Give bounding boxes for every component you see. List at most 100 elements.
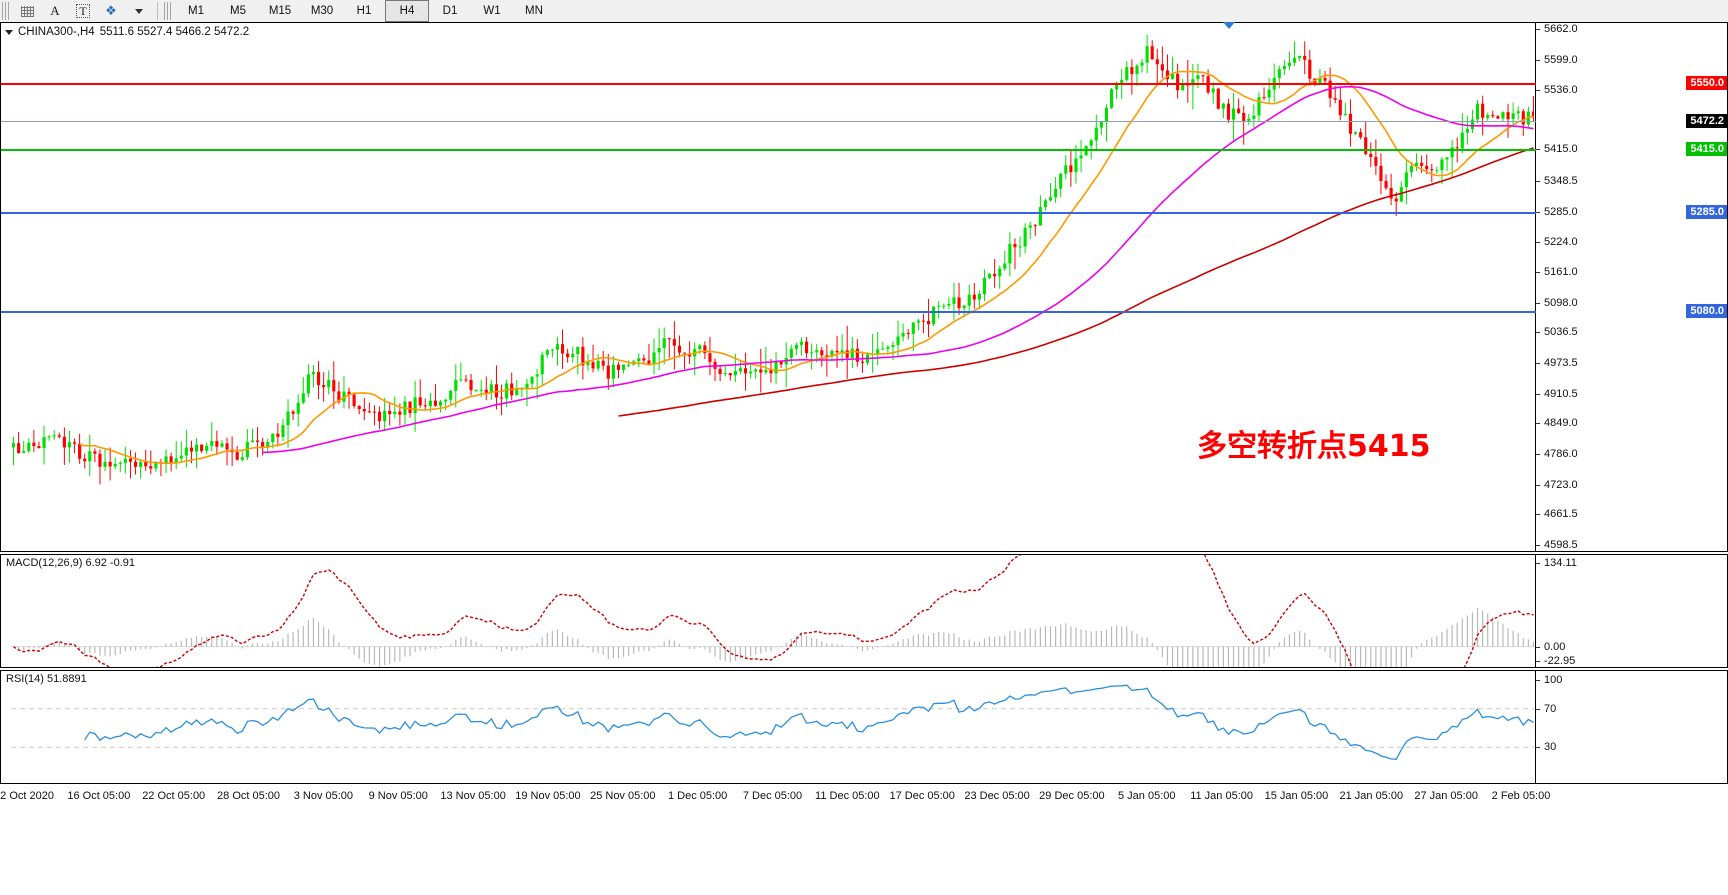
price-tick-label: 5415.0	[1544, 142, 1578, 155]
time-tick-label: 5 Jan 05:00	[1118, 790, 1176, 802]
time-tick-label: 23 Dec 05:00	[964, 790, 1030, 802]
text-box-glyph: T	[76, 4, 90, 18]
price-tick	[1536, 545, 1540, 546]
price-tick-label: 4723.0	[1544, 478, 1578, 491]
text-box-icon[interactable]: T	[69, 1, 97, 21]
rsi-series-svg	[11, 684, 1534, 760]
chart-top-marker-icon	[1223, 22, 1235, 29]
price-tick-label: 4598.5	[1544, 539, 1578, 551]
text-A-icon[interactable]: A	[41, 1, 69, 21]
price-tick	[1536, 272, 1540, 274]
timeframe-label: H1	[356, 5, 372, 17]
price-tick-label: 5348.5	[1544, 175, 1578, 188]
objects-glyph: ❖	[105, 3, 117, 18]
timeframe-h1[interactable]: H1	[343, 1, 385, 21]
annotation-text: 多空转折点5415	[1197, 429, 1431, 464]
support-line-2-tag: 5285.0	[1686, 204, 1727, 219]
time-tick-label: 19 Nov 05:00	[515, 790, 581, 802]
time-tick-label: 21 Jan 05:00	[1339, 790, 1404, 802]
price-series-svg	[11, 34, 1534, 485]
timeframe-h4[interactable]: H4	[385, 0, 429, 22]
timeframe-m5[interactable]: M5	[217, 1, 259, 21]
price-tick	[1536, 514, 1540, 516]
rsi-tick	[1536, 708, 1540, 710]
price-tick-label: 5161.0	[1544, 266, 1578, 279]
timeframe-label: W1	[483, 5, 501, 17]
time-tick-label: 25 Nov 05:00	[590, 790, 656, 802]
macd-panel[interactable]: MACD(12,26,9) 6.92 -0.91 134.11 0.00 -22.9…	[0, 554, 1728, 668]
time-tick-label: 9 Nov 05:00	[368, 790, 428, 802]
time-tick-label: 27 Jan 05:00	[1414, 790, 1478, 802]
time-axis[interactable]: 12 Oct 2020 16 Oct 05:00 22 Oct 05:00 28 Oc…	[0, 786, 1728, 816]
time-tick-label: 28 Oct 05:00	[217, 790, 281, 802]
rsi-plot[interactable]	[11, 671, 1534, 783]
price-tick	[1536, 211, 1540, 213]
time-tick-label: 15 Jan 05:00	[1264, 790, 1329, 802]
timeframe-drag-handle[interactable]	[164, 2, 173, 20]
time-tick-label: 22 Oct 05:00	[142, 790, 206, 802]
support-line[interactable]	[1, 148, 1536, 151]
price-tick	[1536, 393, 1540, 395]
macd-tick	[1536, 661, 1540, 662]
price-tick-label: 5224.0	[1544, 235, 1578, 248]
price-tick-label: 5662.0	[1544, 23, 1578, 35]
time-tick-label: 7 Dec 05:00	[742, 790, 803, 802]
macd-plot[interactable]	[11, 555, 1534, 667]
price-tick-label: 5536.0	[1544, 84, 1578, 97]
time-tick-label: 29 Dec 05:00	[1039, 790, 1105, 802]
price-tick	[1536, 302, 1540, 304]
grid-icon[interactable]	[13, 1, 41, 21]
price-plot[interactable]	[11, 23, 1534, 551]
timeframe-label: M15	[268, 5, 292, 17]
time-tick-label: 16 Oct 05:00	[67, 790, 131, 802]
time-tick-label: 12 Oct 2020	[0, 790, 54, 802]
symbol-label: CHINA300-,H4	[18, 26, 95, 38]
timeframe-label: MN	[525, 5, 543, 17]
time-tick-label: 11 Jan 05:00	[1190, 790, 1253, 802]
macd-tick-label: -22.95	[1544, 655, 1576, 667]
timeframe-label: D1	[442, 5, 458, 17]
price-tick-label: 4661.5	[1544, 508, 1578, 521]
timeframe-d1[interactable]: D1	[429, 1, 471, 21]
timeframe-m1[interactable]: M1	[175, 1, 217, 21]
timeframe-group: M1 M5 M15 M30 H1 H4 D1 W1 MN	[175, 0, 555, 22]
chevron-down-icon[interactable]	[125, 1, 153, 21]
support-line-2[interactable]	[1, 211, 1536, 214]
price-tick	[1536, 363, 1540, 365]
rsi-tick-label: 100	[1544, 674, 1563, 686]
timeframe-m30[interactable]: M30	[301, 1, 343, 21]
current-price-line[interactable]	[1, 121, 1536, 123]
timeframe-m15[interactable]: M15	[259, 1, 301, 21]
resistance-line[interactable]	[1, 83, 1536, 86]
rsi-tick-label: 30	[1544, 741, 1557, 754]
price-tick	[1536, 484, 1540, 486]
timeframe-mn[interactable]: MN	[513, 1, 555, 21]
price-tick-label: 5285.0	[1544, 205, 1578, 218]
resistance-line-tag: 5550.0	[1686, 76, 1727, 91]
support-line-3[interactable]	[1, 311, 1536, 314]
macd-series-svg	[11, 555, 1534, 667]
rsi-tick	[1536, 747, 1540, 749]
macd-tick-label: 134.11	[1544, 557, 1577, 569]
support-line-3-tag: 5080.0	[1686, 304, 1727, 319]
macd-tick	[1536, 646, 1540, 648]
toolbar: A T ❖ M1 M5 M15 M30 H1 H4 D1 W1 MN	[0, 0, 1728, 23]
price-tick	[1536, 148, 1540, 150]
time-tick-label: 11 Dec 05:00	[815, 790, 880, 802]
toolbar-drag-handle[interactable]	[2, 2, 11, 20]
chart-area: CHINA300-,H4 5511.6 5527.4 5466.2 5472.2…	[0, 22, 1728, 895]
chevron-down-icon[interactable]	[5, 29, 13, 35]
current-price-line-tag: 5472.2	[1686, 114, 1727, 129]
timeframe-w1[interactable]: W1	[471, 1, 513, 21]
time-tick-label: 2 Feb 05:00	[1491, 790, 1551, 802]
macd-axis[interactable]: 134.11 0.00 -22.95	[1535, 555, 1727, 667]
rsi-axis[interactable]: 100 70 30	[1535, 671, 1727, 783]
price-axis[interactable]: 5662.0 5599.0 5536.0 5415.0 5348.5 5285.0 5224…	[1535, 23, 1727, 551]
time-tick-label: 3 Nov 05:00	[293, 790, 354, 802]
price-tick-label: 5036.5	[1544, 326, 1578, 339]
price-panel[interactable]: CHINA300-,H4 5511.6 5527.4 5466.2 5472.2…	[0, 22, 1728, 552]
objects-icon[interactable]: ❖	[97, 1, 125, 21]
macd-tick-label: 0.00	[1544, 640, 1566, 653]
rsi-panel[interactable]: RSI(14) 51.8891 100 70 30	[0, 670, 1728, 784]
price-tick	[1536, 59, 1540, 61]
